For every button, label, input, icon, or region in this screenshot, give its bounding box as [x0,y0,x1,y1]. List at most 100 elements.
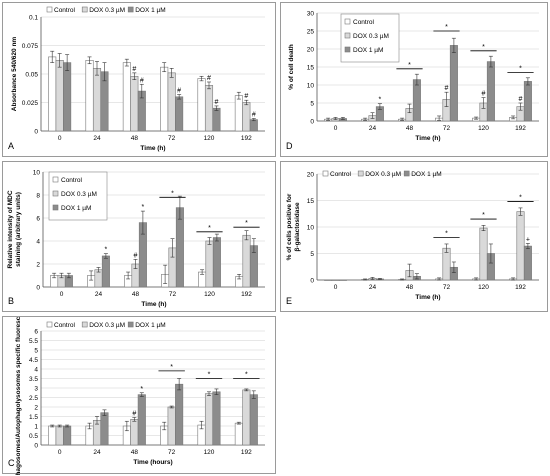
significance-mark: * [445,231,448,238]
y-tick-label: 3 [34,386,38,393]
legend-swatch [52,204,59,211]
x-tick-label: 192 [241,291,252,298]
legend-label: DOX 1 µM [61,205,91,212]
bar [249,119,258,132]
chart-a-svg: 0 0.025 0.05 0.075 0.1 0 24 48 72 120 192 Time (h) A… [11,6,265,152]
bar [234,422,243,446]
bar [55,425,64,446]
y-tick-label: 1 [34,424,38,431]
panel-d: 0 5 10 15 20 25 30 0 24 48 72 120 192 Time (h) % of ce… [280,2,548,157]
x-axis-label: Time (hours) [133,459,172,466]
bar [130,419,139,446]
legend-swatch [357,170,364,177]
bar [175,207,184,288]
significance-mark: # [134,252,138,259]
legend-swatch [81,6,88,13]
legend-label: DOX 1 µM [411,171,441,178]
y-tick-label: 15 [307,198,315,205]
y-axis-label: Relative intensity of MDC [7,190,14,268]
y-tick-label: 3.5 [29,376,38,383]
x-tick-label: 120 [478,125,489,132]
panel-c: 0 0.5 1 1.5 2 2.5 3 3.5 4 4.5 5 5.5 6 0 24 48 72 120 192 Ti… [2,316,276,475]
bar [212,391,221,446]
bar [55,60,64,132]
bar [175,96,184,132]
y-tick-label: 0 [310,278,314,285]
chart-d-svg: 0 5 10 15 20 25 30 0 24 48 72 120 192 Time (h) % of ce… [288,11,539,142]
legend-label: DOX 1 µM [135,322,165,329]
significance-mark: # [132,66,136,73]
y-tick-label: 0.05 [25,72,38,79]
bar [486,61,495,122]
significance-mark: * [208,225,211,232]
legend-label: Control [353,19,375,26]
significance-mark: * [140,386,143,393]
x-tick-label: 48 [406,284,414,291]
bar [101,255,110,288]
legend-label: DOX 0.3 µM [61,191,97,198]
x-tick-label: 24 [93,135,101,142]
x-tick-label: 72 [168,135,176,142]
x-tick-label: 24 [95,291,103,298]
y-tick-label: 0.1 [29,15,38,22]
bar [249,394,258,446]
panel-e: 0 5 10 15 20 0 24 48 72 120 192 Time (h) % of cells … [280,161,548,312]
legend-swatch [52,190,59,197]
x-tick-label: 192 [515,125,526,132]
legend-swatch [344,18,351,25]
significance-mark: # [132,410,136,417]
significance-mark: # [207,75,211,82]
x-axis-label: Time (h) [415,294,440,301]
x-tick-label: 0 [58,135,62,142]
legend-label: DOX 0.3 µM [89,7,125,14]
bar [167,72,176,132]
legend-box [48,171,108,221]
panel-b-letter: B [8,296,15,306]
significance-mark: # [519,96,523,103]
y-tick-label: 5 [310,101,314,108]
y-tick-label: 5 [34,348,38,355]
bar [100,412,109,446]
chart-c-svg: 0 0.5 1 1.5 2 2.5 3 3.5 4 4.5 5 5.5 6 0 24 48 72 120 192 Ti… [15,317,265,475]
legend-swatch [127,321,134,328]
significance-mark: * [245,372,248,379]
y-tick-label: 20 [307,47,315,54]
y-axis-label: % of cell death [288,44,295,90]
legend-label: DOX 1 µM [135,7,165,14]
y-tick-label: 0.025 [22,100,39,107]
y-tick-label: 2 [36,262,40,269]
y-tick-label: 2 [34,405,38,412]
bar [130,75,139,132]
x-tick-label: 72 [443,125,451,132]
y-axis-label: Autophagosomes/Autophagolysosomes specif… [15,317,22,475]
y-tick-label: 4 [34,367,38,374]
panel-a: 0 0.025 0.05 0.075 0.1 0 24 48 72 120 192 Time (h) A… [2,2,276,157]
y-tick-label: 0.5 [29,433,38,440]
y-tick-label: 0 [34,443,38,450]
bar [523,81,532,122]
bar [516,211,525,281]
significance-mark: # [140,77,144,84]
x-tick-label: 24 [369,125,377,132]
bar [212,237,221,288]
bar [442,247,451,281]
legend-swatch [322,170,329,177]
significance-mark: * [208,372,211,379]
bar [63,425,72,446]
significance-mark: * [445,24,448,31]
legend-swatch [127,6,134,13]
legend-label: Control [54,7,76,14]
y-tick-label: 25 [307,29,315,36]
bar [523,245,532,281]
bar [449,45,458,122]
legend-label: DOX 0.3 µM [89,322,125,329]
y-tick-label: 8 [36,193,40,200]
panel-d-letter: D [286,141,293,151]
x-tick-label: 48 [132,291,140,298]
legend-label: DOX 0.3 µM [353,33,389,40]
significance-mark: * [482,44,485,51]
y-axis-label: % of cells positive for [286,193,293,260]
panel-c-letter: C [8,458,15,468]
x-tick-label: 120 [204,449,215,456]
